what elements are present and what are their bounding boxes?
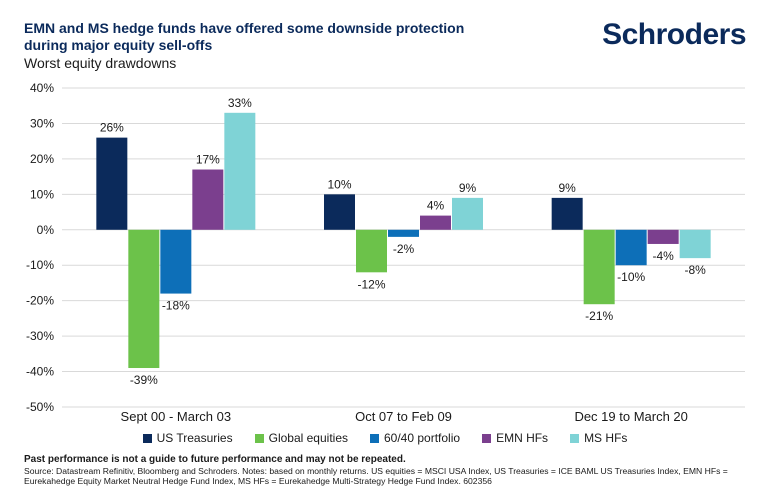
- bar: [356, 229, 387, 273]
- chart-subtitle: Worst equity drawdowns: [24, 55, 177, 71]
- data-label: -39%: [130, 373, 158, 387]
- y-tick-label: 0%: [37, 223, 55, 237]
- legend-item: 60/40 portfolio: [370, 431, 460, 445]
- bar: [192, 169, 224, 230]
- x-category-label: Sept 00 - March 03: [121, 409, 232, 424]
- y-tick-label: -10%: [26, 258, 54, 272]
- bar: [583, 229, 615, 305]
- schroders-logo: Schroders: [602, 18, 746, 51]
- bar: [679, 229, 711, 259]
- x-category-label: Oct 07 to Feb 09: [355, 409, 452, 424]
- x-axis-categories: Sept 00 - March 03 Oct 07 to Feb 09 Dec 19…: [121, 409, 688, 424]
- legend-label: 60/40 portfolio: [384, 431, 461, 445]
- legend-label: EMN HFs: [496, 431, 549, 445]
- y-tick-label: 10%: [30, 187, 54, 201]
- legend: US Treasuries Global equities 60/40 portfo…: [0, 431, 770, 445]
- data-label: 33%: [228, 96, 252, 110]
- bar: [388, 229, 419, 237]
- bar: [160, 229, 192, 294]
- legend-swatch: [570, 433, 580, 443]
- legend-item: US Treasuries: [142, 431, 233, 445]
- bar: [420, 215, 451, 230]
- legend-item: EMN HFs: [482, 431, 548, 445]
- legend-swatch: [142, 433, 152, 443]
- data-label: 4%: [427, 199, 445, 213]
- legend-item: MS HFs: [570, 431, 627, 445]
- bar: [96, 137, 128, 230]
- data-label: -4%: [652, 249, 674, 263]
- y-tick-label: -30%: [26, 329, 54, 343]
- data-label: -12%: [357, 277, 385, 291]
- data-label: 26%: [100, 121, 124, 135]
- data-label: 10%: [327, 177, 351, 191]
- data-label: -2%: [393, 242, 415, 256]
- legend-swatch: [254, 433, 264, 443]
- bar: [224, 112, 256, 230]
- y-tick-label: -50%: [26, 400, 54, 414]
- bar: [647, 229, 679, 244]
- y-tick-label: 20%: [30, 152, 54, 166]
- y-tick-label: 30%: [30, 116, 54, 130]
- legend-swatch: [482, 433, 492, 443]
- legend-label: US Treasuries: [156, 431, 233, 445]
- data-label: -8%: [684, 263, 706, 277]
- bars: [96, 112, 711, 369]
- x-category-label: Dec 19 to March 20: [574, 409, 687, 424]
- chart-title: EMN and MS hedge funds have offered some…: [24, 20, 465, 53]
- data-labels: 26% -39% -18% 17% 33% 10% -12% -2% 4% 9% 9% -21% -10…: [100, 96, 706, 387]
- y-tick-label: 40%: [30, 81, 54, 95]
- legend-swatch: [370, 433, 379, 443]
- bar: [551, 197, 583, 230]
- bar-chart: 40% 30% 20% 10% 0% -10% -20% -30% -40% -50% 26% -3…: [26, 81, 745, 424]
- legend-label: Global equities: [268, 431, 348, 445]
- data-label: 9%: [459, 181, 477, 195]
- data-label: -10%: [617, 270, 645, 284]
- legend-label: MS HFs: [584, 431, 628, 445]
- bar: [324, 194, 355, 230]
- data-label: 17%: [196, 153, 220, 167]
- source-notes: Source: Datastream Refinitiv, Bloomberg …: [24, 466, 728, 486]
- legend-item: Global equities: [254, 431, 348, 445]
- bar: [452, 197, 483, 230]
- disclaimer-text: Past performance is not a guide to futur…: [24, 454, 406, 465]
- bar: [615, 229, 647, 266]
- y-tick-label: -40%: [26, 365, 54, 379]
- data-label: -18%: [162, 299, 190, 313]
- data-label: -21%: [585, 309, 613, 323]
- y-axis-ticks: 40% 30% 20% 10% 0% -10% -20% -30% -40% -50%: [26, 81, 54, 414]
- data-label: 9%: [558, 181, 576, 195]
- bar: [128, 229, 160, 369]
- y-tick-label: -20%: [26, 294, 54, 308]
